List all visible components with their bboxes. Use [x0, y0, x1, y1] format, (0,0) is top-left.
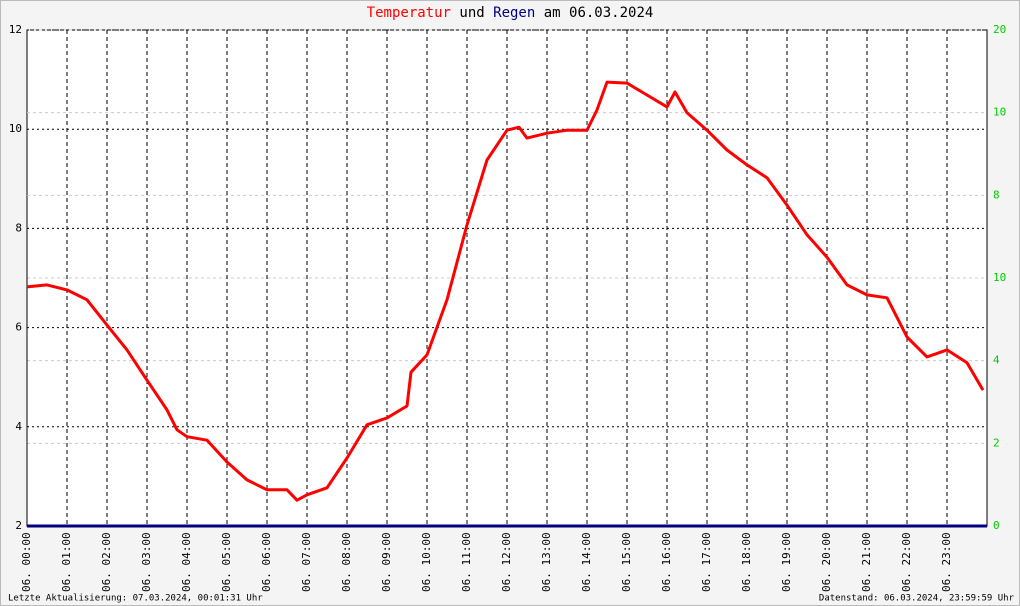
x-tick-label: 06. 09:00	[380, 532, 393, 592]
x-tick-label: 06. 12:00	[500, 532, 513, 592]
x-tick-label: 06. 14:00	[580, 532, 593, 592]
y2-tick-label: 4	[993, 354, 1000, 367]
x-tick-label: 06. 16:00	[660, 532, 673, 592]
chart-title: Temperatur und Regen am 06.03.2024	[367, 5, 654, 21]
x-tick-label: 06. 02:00	[100, 532, 113, 592]
x-tick-label: 06. 18:00	[740, 532, 753, 592]
x-tick-label: 06. 01:00	[60, 532, 73, 592]
y-tick-label: 4	[15, 420, 22, 433]
y2-tick-label: 2	[993, 436, 1000, 449]
x-tick-label: 06. 20:00	[820, 532, 833, 592]
y2-tick-label: 10	[993, 106, 1006, 119]
x-tick-label: 06. 00:00	[20, 532, 33, 592]
x-tick-label: 06. 03:00	[140, 532, 153, 592]
footer-right: Datenstand: 06.03.2024, 23:59:59 Uhr	[819, 594, 1015, 604]
x-tick-label: 06. 23:00	[940, 532, 953, 592]
y2-tick-label: 0	[993, 519, 1000, 532]
x-tick-label: 06. 15:00	[620, 532, 633, 592]
y-tick-label: 10	[9, 122, 22, 135]
x-tick-label: 06. 17:00	[700, 532, 713, 592]
y-tick-label: 6	[15, 321, 22, 334]
series-line	[26, 80, 985, 502]
x-tick-label: 06. 06:00	[260, 532, 273, 592]
y-tick-label: 8	[15, 221, 22, 234]
x-tick-label: 06. 10:00	[420, 532, 433, 592]
x-tick-label: 06. 04:00	[180, 532, 193, 592]
title-part: am 06.03.2024	[544, 5, 654, 21]
y2-tick-label: 20	[993, 23, 1006, 36]
x-tick-label: 06. 05:00	[220, 532, 233, 592]
x-tick-label: 06. 07:00	[300, 532, 313, 592]
x-tick-label: 06. 13:00	[540, 532, 553, 592]
x-tick-label: 06. 21:00	[860, 532, 873, 592]
x-tick-label: 06. 08:00	[340, 532, 353, 592]
y-tick-label: 12	[9, 23, 22, 36]
footer-left: Letzte Aktualisierung: 07.03.2024, 00:01…	[8, 594, 263, 604]
x-tick-label: 06. 19:00	[780, 532, 793, 592]
title-part: Regen	[493, 5, 535, 21]
y2-tick-label: 10	[993, 271, 1006, 284]
title-part: und	[459, 5, 484, 21]
title-part: Temperatur	[367, 5, 451, 21]
x-tick-label: 06. 11:00	[460, 532, 473, 592]
y-tick-label: 2	[15, 519, 22, 532]
y2-tick-label: 8	[993, 188, 1000, 201]
x-tick-label: 06. 22:00	[900, 532, 913, 592]
